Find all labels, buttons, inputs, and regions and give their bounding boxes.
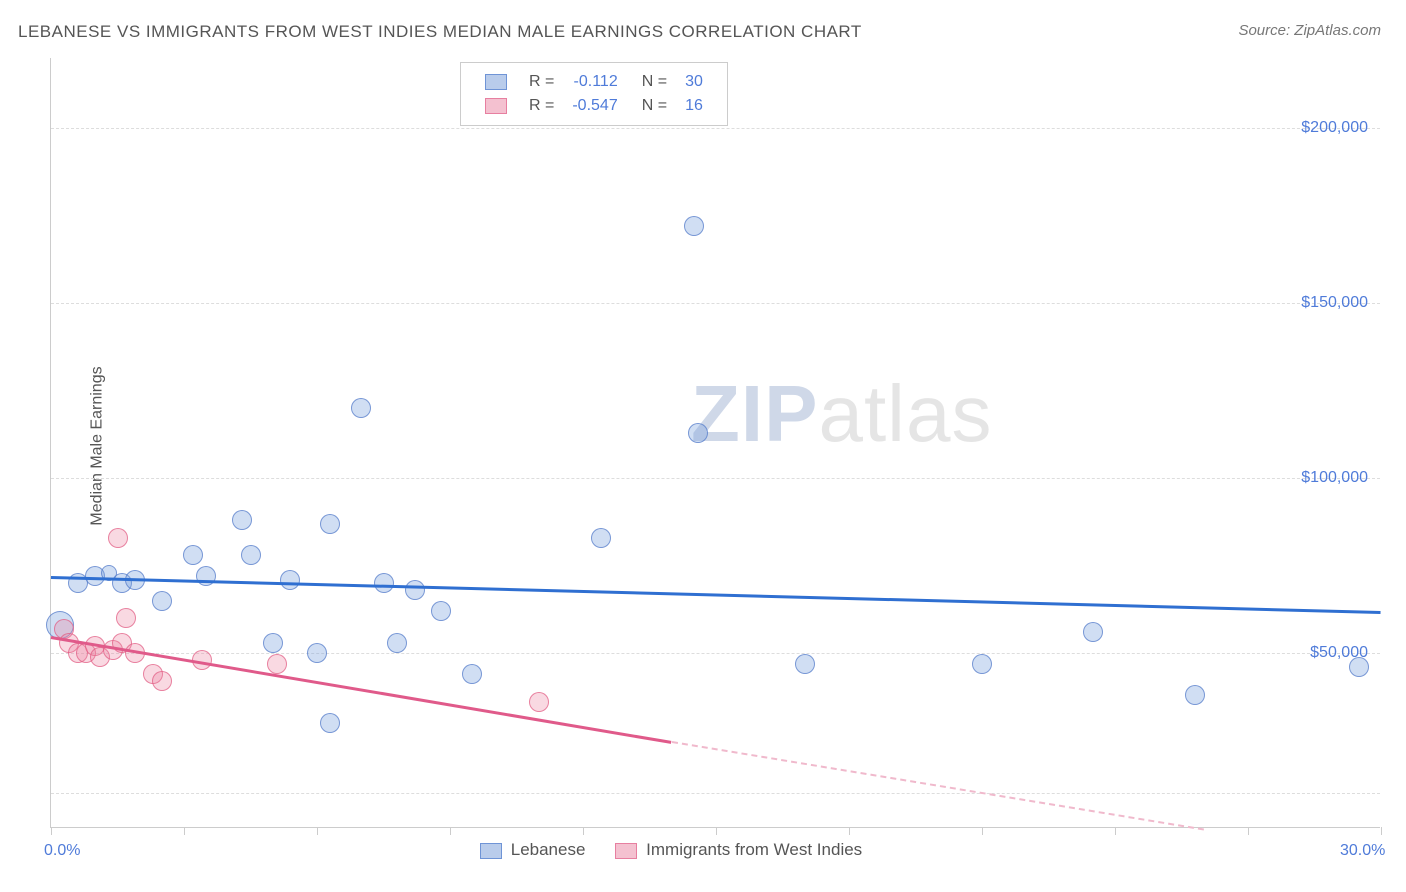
legend-label-lebanese: Lebanese [511, 840, 586, 859]
legend-r-west-indies: -0.547 [564, 95, 625, 117]
point-lebanese [462, 664, 482, 684]
swatch-west-indies [485, 98, 507, 114]
point-west-indies [152, 671, 172, 691]
gridline-h [51, 793, 1380, 794]
point-lebanese [232, 510, 252, 530]
point-lebanese [591, 528, 611, 548]
x-tick [317, 827, 318, 835]
y-tick-label: $200,000 [1301, 119, 1368, 137]
watermark-rest: atlas [818, 369, 992, 458]
point-lebanese [795, 654, 815, 674]
swatch-lebanese [480, 843, 502, 859]
point-lebanese [280, 570, 300, 590]
point-lebanese [307, 643, 327, 663]
correlation-legend: R =-0.112N =30 R =-0.547N =16 [460, 62, 728, 126]
swatch-west-indies [615, 843, 637, 859]
trendline-west-indies [51, 636, 672, 743]
x-tick [1381, 827, 1382, 835]
point-lebanese [431, 601, 451, 621]
point-lebanese [351, 398, 371, 418]
point-lebanese [688, 423, 708, 443]
x-tick [849, 827, 850, 835]
legend-n-label: N = [628, 95, 675, 117]
x-tick-label: 30.0% [1340, 842, 1385, 860]
point-lebanese [320, 713, 340, 733]
x-tick [51, 827, 52, 835]
point-lebanese [183, 545, 203, 565]
trendline-west-indies-dashed [671, 741, 1203, 830]
point-lebanese [972, 654, 992, 674]
legend-n-west-indies: 16 [677, 95, 711, 117]
gridline-h [51, 128, 1380, 129]
x-tick [450, 827, 451, 835]
chart-title: LEBANESE VS IMMIGRANTS FROM WEST INDIES … [18, 22, 862, 42]
point-lebanese [320, 514, 340, 534]
gridline-h [51, 653, 1380, 654]
point-lebanese [1185, 685, 1205, 705]
point-lebanese [241, 545, 261, 565]
plot-area: ZIPatlas $50,000$100,000$150,000$200,000 [50, 58, 1380, 828]
watermark: ZIPatlas [691, 368, 992, 460]
legend-n-lebanese: 30 [677, 71, 711, 93]
source-label: Source: ZipAtlas.com [1238, 22, 1381, 39]
legend-r-lebanese: -0.112 [564, 71, 625, 93]
watermark-zip: ZIP [691, 369, 818, 458]
point-lebanese [196, 566, 216, 586]
x-tick [716, 827, 717, 835]
gridline-h [51, 303, 1380, 304]
point-west-indies [116, 608, 136, 628]
x-tick [184, 827, 185, 835]
legend-item-lebanese: Lebanese [480, 840, 585, 859]
x-tick [1248, 827, 1249, 835]
point-west-indies [108, 528, 128, 548]
legend-n-label: N = [628, 71, 675, 93]
legend-r-label: R = [521, 71, 562, 93]
legend-item-west-indies: Immigrants from West Indies [615, 840, 862, 859]
point-west-indies [529, 692, 549, 712]
swatch-lebanese [485, 74, 507, 90]
point-lebanese [374, 573, 394, 593]
point-lebanese [1349, 657, 1369, 677]
x-tick [1115, 827, 1116, 835]
gridline-h [51, 478, 1380, 479]
point-lebanese [152, 591, 172, 611]
point-lebanese [263, 633, 283, 653]
trendline-lebanese [51, 576, 1381, 613]
point-lebanese [387, 633, 407, 653]
x-tick [583, 827, 584, 835]
point-lebanese [1083, 622, 1103, 642]
point-lebanese [684, 216, 704, 236]
series-legend: Lebanese Immigrants from West Indies [480, 840, 892, 860]
y-tick-label: $150,000 [1301, 294, 1368, 312]
legend-r-label: R = [521, 95, 562, 117]
y-tick-label: $100,000 [1301, 469, 1368, 487]
point-west-indies [267, 654, 287, 674]
legend-label-west-indies: Immigrants from West Indies [646, 840, 862, 859]
x-tick-label: 0.0% [44, 842, 80, 860]
point-lebanese [405, 580, 425, 600]
x-tick [982, 827, 983, 835]
